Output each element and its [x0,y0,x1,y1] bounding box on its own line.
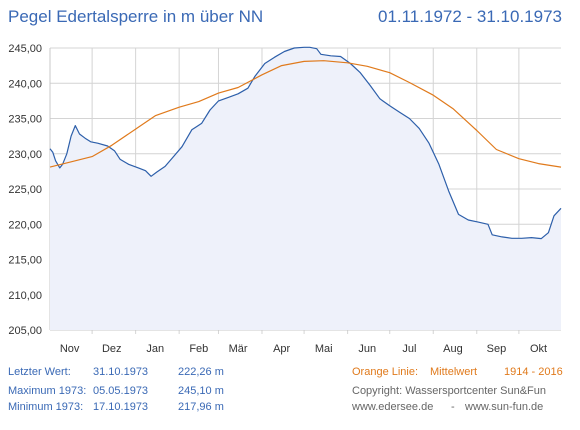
y-tick-label: 240,00 [8,78,42,90]
last-value-value: 222,26 m [178,366,224,378]
level-area [50,47,561,331]
last-value-date: 31.10.1973 [93,366,149,378]
x-tick-label: Aug [443,343,463,355]
chart-title: Pegel Edertalsperre in m über NN [8,7,264,26]
website-link-edersee[interactable]: www.edersee.de [352,401,434,413]
legend-line-desc: Mittelwert [430,366,478,378]
x-tick-label: Mai [315,343,333,355]
max-label: Maximum 1973: [8,385,87,397]
y-tick-label: 235,00 [8,114,42,126]
min-date: 17.10.1973 [93,401,149,413]
min-value: 217,96 m [178,401,224,413]
x-tick-label: Nov [60,343,80,355]
x-tick-label: Dez [102,343,122,355]
chart-canvas: 205,00 210,00 215,00 220,00 225,00 230,00 235,… [8,43,562,355]
max-value: 245,10 m [178,385,224,397]
x-tick-label: Jun [358,343,376,355]
copyright-text: Copyright: Wassersportcenter Sun&Fun [352,385,547,397]
y-tick-label: 230,00 [8,149,42,161]
website-separator: - [451,401,455,413]
y-tick-label: 225,00 [8,184,42,196]
x-tick-label: Feb [189,343,208,355]
x-tick-label: Apr [273,343,290,355]
x-tick-label: Sep [487,343,507,355]
x-tick-label: Jul [402,343,416,355]
min-label: Minimum 1973: [8,401,84,413]
last-value-label: Letzter Wert: [8,366,71,378]
y-tick-label: 245,00 [8,43,42,55]
y-tick-label: 205,00 [8,325,42,337]
legend-line-label: Orange Linie: [352,366,419,378]
period-label: 01.11.1972 - 31.10.1973 [377,7,562,26]
y-tick-label: 220,00 [8,219,42,231]
website-link-sunfun[interactable]: www.sun-fun.de [465,401,544,413]
legend-years: 1914 - 2016 [504,366,563,378]
x-tick-label: Mär [229,343,248,355]
level-series-line [49,46,562,240]
max-date: 05.05.1973 [93,385,149,397]
y-tick-label: 215,00 [8,255,42,267]
x-tick-label: Okt [530,343,547,355]
x-tick-label: Jan [146,343,164,355]
mean-series-line [49,60,562,168]
y-tick-label: 210,00 [8,290,42,302]
